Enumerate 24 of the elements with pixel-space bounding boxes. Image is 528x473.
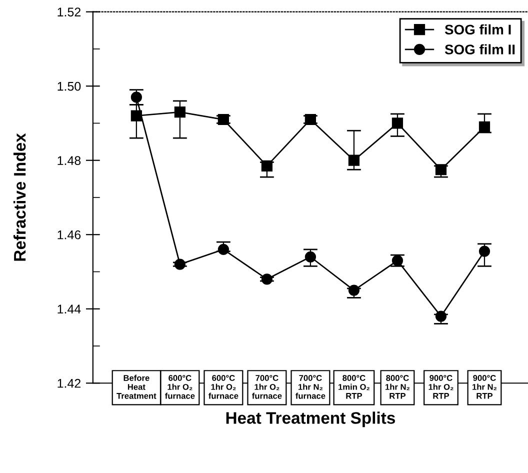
x-tick-label: 800°C 1hr N₂ RTP	[386, 375, 410, 399]
point	[304, 251, 316, 262]
y-tick-label: 1.50	[58, 82, 81, 91]
x-tick-label: 900°C 1hr N₂ RTP	[472, 375, 497, 399]
y-tick-label: 1.46	[58, 230, 81, 240]
x-tick-label: 600°C 1hr O₂ furnace	[165, 375, 195, 399]
x-tick-label: Before Heat Treatment	[116, 374, 156, 399]
x-tick-label: 600°C 1hr O₂ furnace	[208, 375, 238, 399]
point	[348, 154, 360, 166]
y-axis-title: Refractive Index	[13, 133, 26, 261]
x-tick-label: 700°C 1hr N₂ furnace	[296, 375, 326, 399]
legend-label: SOG film I	[444, 24, 511, 35]
y-tick-label: 1.44	[58, 304, 81, 314]
y-tick-label: 1.52	[58, 8, 80, 16]
x-tick-label: 900°C 1hr O₂ RTP	[428, 375, 454, 399]
point	[478, 246, 490, 257]
legend-label: SOG film II	[444, 44, 515, 54]
x-tick-label: 700°C 1hr O₂ furnace	[252, 375, 282, 399]
y-tick-label: 1.48	[58, 156, 81, 165]
x-tick-label: 800°C 1min O₂ RTP	[338, 375, 370, 399]
point	[174, 106, 186, 118]
x-axis-title: Heat Treatment Splits	[226, 412, 395, 428]
y-tick-label: 1.42	[58, 378, 80, 388]
point	[392, 118, 404, 129]
